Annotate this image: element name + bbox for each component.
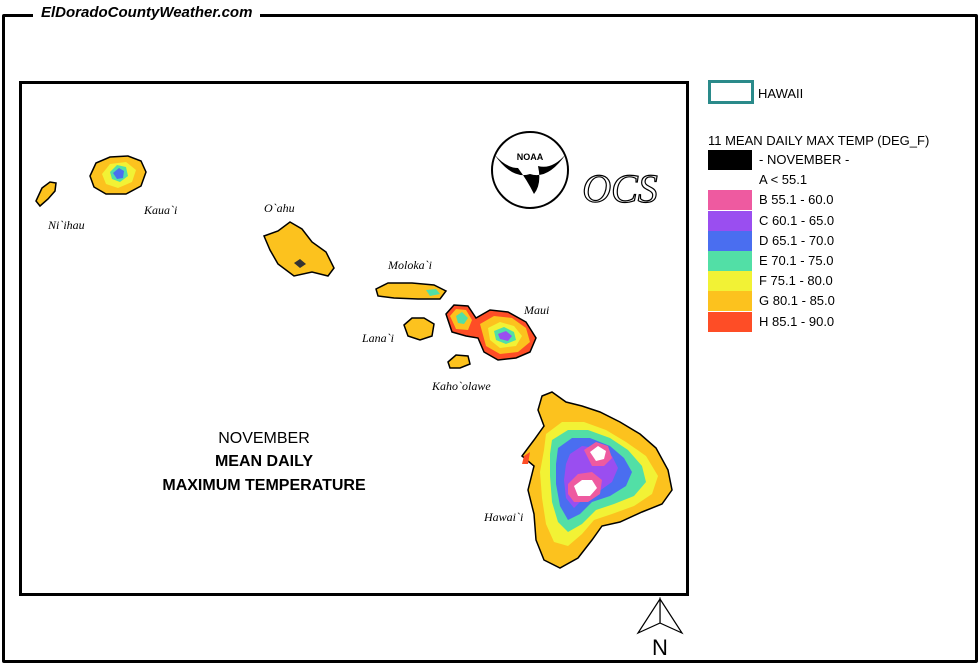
label-lanai: Lana`i bbox=[361, 331, 394, 345]
label-molokai: Moloka`i bbox=[387, 258, 432, 272]
legend-swatch bbox=[708, 291, 752, 312]
map-title-month: NOVEMBER bbox=[218, 430, 310, 447]
legend-label: D 65.1 - 70.0 bbox=[759, 232, 835, 248]
legend-label: H 85.1 - 90.0 bbox=[759, 313, 835, 329]
legend-swatch bbox=[708, 190, 752, 211]
legend-label: C 60.1 - 65.0 bbox=[759, 212, 835, 228]
legend-swatch bbox=[708, 230, 752, 251]
noaa-logo-icon: NOAA bbox=[491, 131, 569, 209]
ocs-logo-text: OCS bbox=[582, 166, 658, 211]
legend-swatch bbox=[708, 210, 752, 231]
legend-label: F 75.1 - 80.0 bbox=[759, 273, 833, 289]
legend-swatch bbox=[708, 251, 752, 271]
north-label: N bbox=[652, 635, 668, 660]
island-lanai bbox=[403, 317, 435, 341]
label-maui: Maui bbox=[523, 303, 549, 317]
legend-label: A < 55.1 bbox=[759, 172, 808, 188]
legend-label: - NOVEMBER - bbox=[759, 152, 850, 167]
hawaii-map: NOAA OCS Ni`ihau Kaua`i O`ahu Moloka`i L… bbox=[35, 131, 673, 569]
north-arrow-icon: N bbox=[636, 597, 684, 660]
label-kauai: Kaua`i bbox=[143, 203, 177, 217]
map-title-line2: MEAN DAILY bbox=[214, 453, 314, 470]
label-kahoolawe: Kaho`olawe bbox=[431, 379, 491, 393]
map-panel: NOAA OCS Ni`ihau Kaua`i O`ahu Moloka`i L… bbox=[19, 81, 689, 596]
island-molokai bbox=[375, 282, 448, 300]
legend-swatch bbox=[708, 170, 752, 191]
island-niihau bbox=[35, 181, 57, 208]
label-oahu: O`ahu bbox=[264, 201, 295, 215]
legend-label: E 70.1 - 75.0 bbox=[759, 253, 834, 268]
label-niihau: Ni`ihau bbox=[47, 218, 85, 232]
island-maui bbox=[445, 304, 537, 361]
legend-swatch bbox=[708, 311, 752, 332]
legend-state-label: HAWAII bbox=[758, 86, 804, 101]
legend-swatch bbox=[708, 271, 752, 292]
map-title-line3: MAXIMUM TEMPERATURE bbox=[162, 477, 366, 494]
page-frame bbox=[2, 14, 978, 663]
island-oahu bbox=[262, 221, 335, 277]
noaa-logo-text: NOAA bbox=[517, 152, 544, 162]
island-hawaii bbox=[520, 391, 673, 569]
label-hawaii: Hawai`i bbox=[483, 510, 523, 524]
legend-title: 11 MEAN DAILY MAX TEMP (DEG_F) bbox=[708, 133, 930, 148]
legend-label: B 55.1 - 60.0 bbox=[759, 192, 834, 208]
legend-swatch bbox=[708, 150, 752, 170]
site-title[interactable]: ElDoradoCountyWeather.com bbox=[33, 4, 261, 21]
legend-state-swatch bbox=[708, 80, 754, 104]
island-kauai bbox=[89, 155, 147, 195]
legend-label: G 80.1 - 85.0 bbox=[759, 293, 835, 309]
island-kahoolawe bbox=[447, 354, 471, 369]
